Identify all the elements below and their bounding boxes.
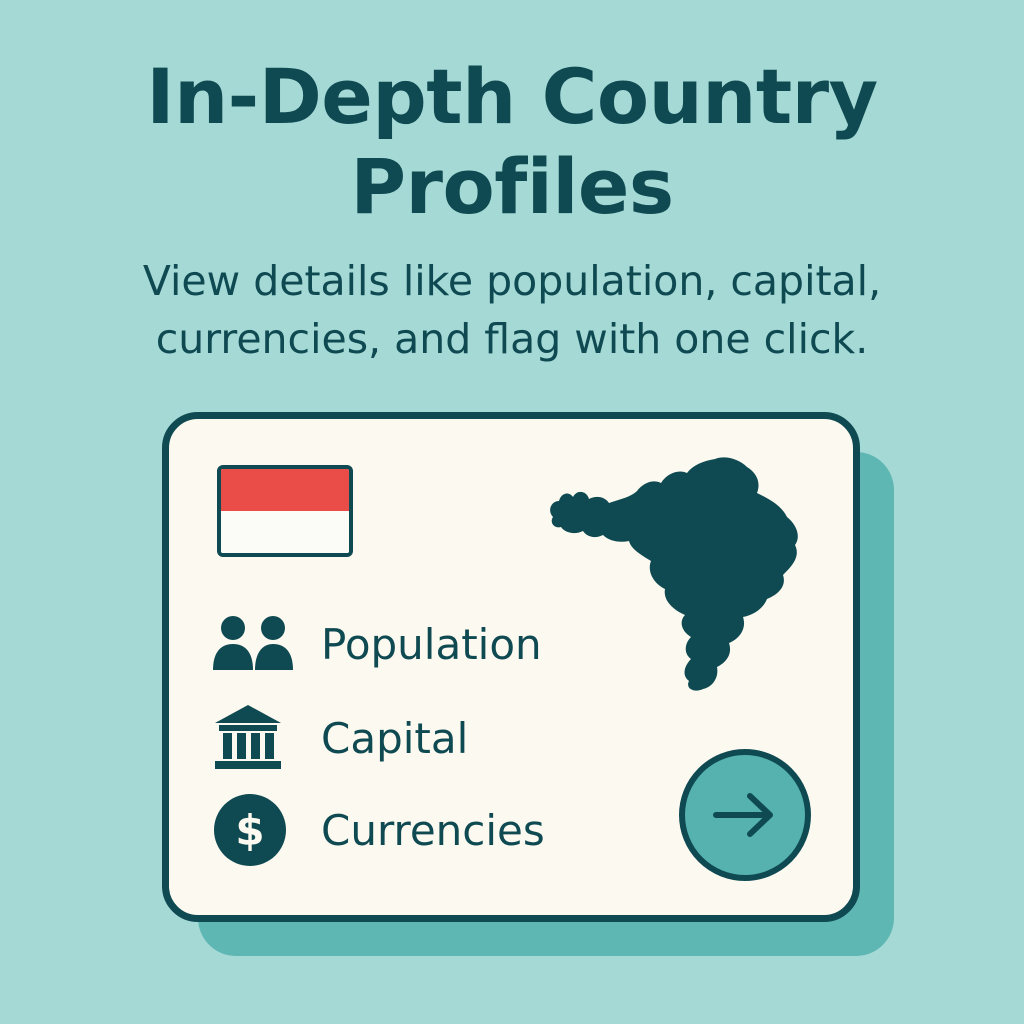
open-profile-button[interactable]: [679, 749, 811, 881]
people-icon: [213, 602, 297, 686]
dollar-icon: $: [213, 788, 297, 872]
flag-bottom-stripe: [221, 511, 349, 553]
bank-icon: [213, 696, 297, 780]
country-profile-card: Population Capital $: [162, 412, 860, 922]
flag-top-stripe: [221, 469, 349, 511]
page-subtitle: View details like population, capital, c…: [0, 252, 1024, 368]
arrow-right-icon: [713, 793, 773, 837]
country-flag: [217, 465, 353, 557]
population-row[interactable]: Population: [213, 599, 542, 689]
population-label: Population: [321, 619, 542, 669]
title-line-1: In-Depth Country: [146, 52, 878, 141]
page-title: In-Depth Country Profiles: [0, 52, 1024, 232]
subtitle-line-2: currencies, and flag with one click.: [155, 315, 869, 363]
capital-label: Capital: [321, 713, 469, 763]
capital-row[interactable]: Capital: [213, 693, 468, 783]
currencies-row[interactable]: $ Currencies: [213, 785, 545, 875]
subtitle-line-1: View details like population, capital,: [142, 257, 882, 305]
currencies-label: Currencies: [321, 805, 545, 855]
country-map-icon: [550, 457, 798, 691]
title-line-2: Profiles: [350, 142, 674, 231]
svg-text:$: $: [235, 806, 264, 855]
